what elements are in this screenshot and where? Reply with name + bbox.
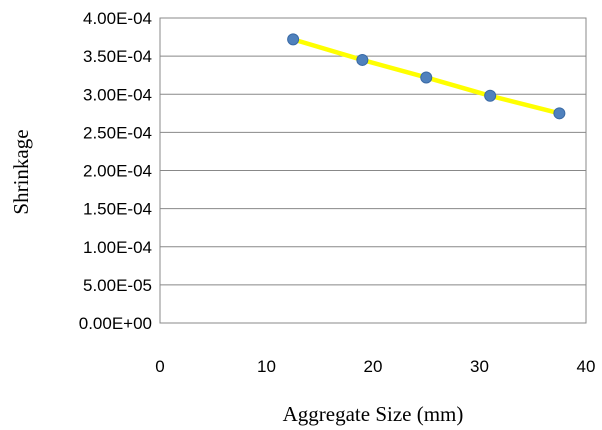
y-tick-label: 2.50E-04	[83, 123, 152, 142]
y-tick-labels: 0.00E+00 5.00E-05 1.00E-04 1.50E-04 2.00E-04…	[79, 9, 152, 333]
data-point	[553, 107, 566, 120]
x-tick-label: 40	[577, 357, 596, 376]
data-point	[420, 71, 433, 84]
y-tick-label: 0.00E+00	[79, 314, 152, 333]
data-point	[484, 89, 497, 102]
plot-area	[159, 17, 587, 324]
series-group	[287, 33, 566, 120]
y-tick-label: 1.00E-04	[83, 238, 152, 257]
x-tick-labels: 0 10 20 30 40	[155, 357, 595, 376]
y-tick-label: 3.00E-04	[83, 85, 152, 104]
y-tick-label: 2.00E-04	[83, 162, 152, 181]
data-point	[356, 53, 369, 66]
x-tick-label: 20	[364, 357, 383, 376]
y-tick-label: 3.50E-04	[83, 47, 152, 66]
data-point	[287, 33, 300, 46]
y-tick-label: 4.00E-04	[83, 9, 152, 28]
y-axis-label: Shrinkage	[9, 129, 33, 214]
x-tick-label: 0	[155, 357, 164, 376]
y-tick-label: 5.00E-05	[83, 276, 152, 295]
x-tick-label: 10	[257, 357, 276, 376]
x-axis-label: Aggregate Size (mm)	[283, 402, 464, 426]
x-tick-label: 30	[470, 357, 489, 376]
y-tick-label: 1.50E-04	[83, 200, 152, 219]
